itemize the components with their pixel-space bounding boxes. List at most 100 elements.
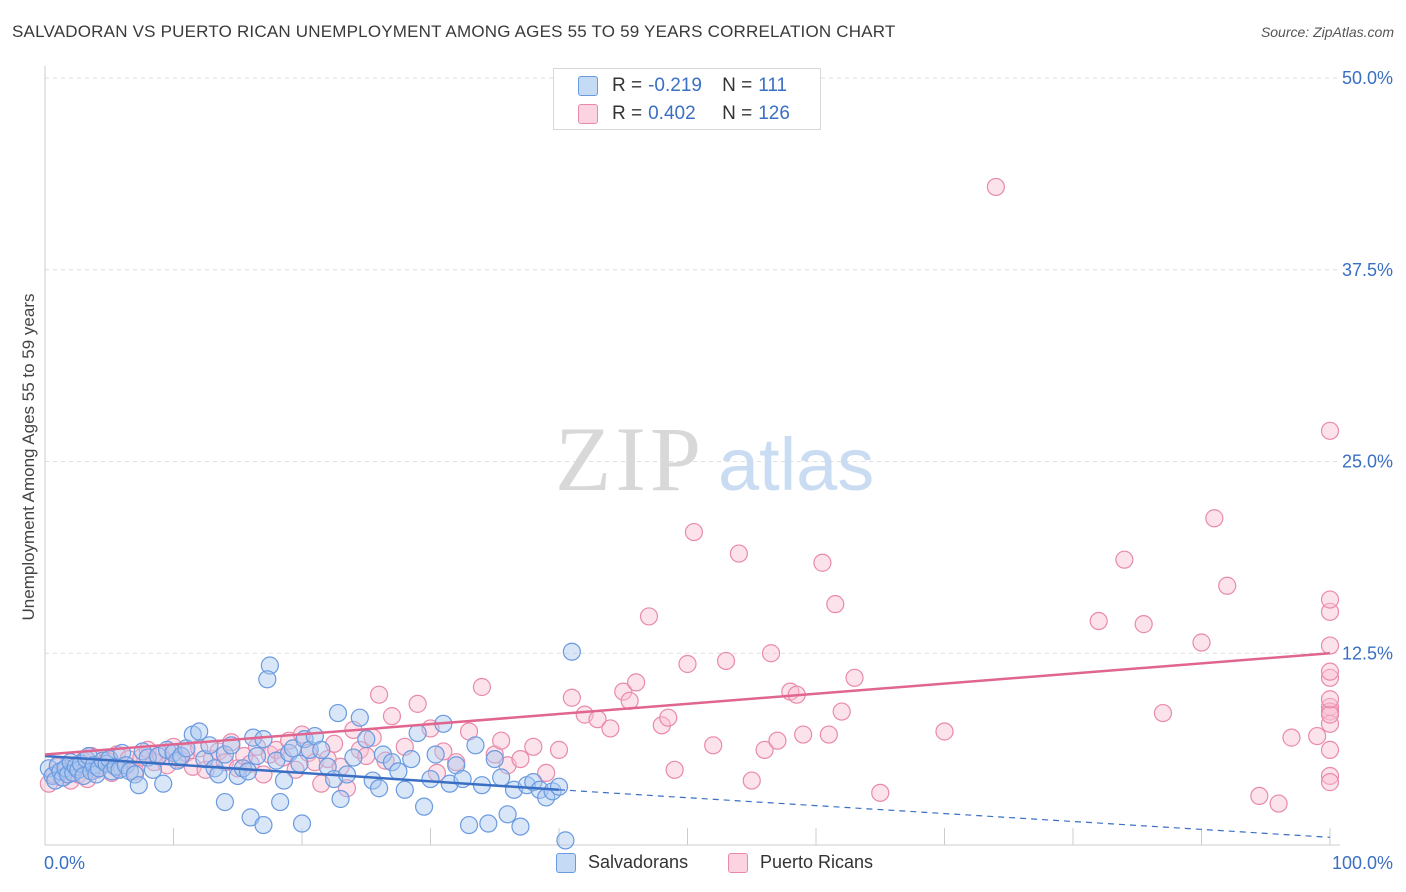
- trend-lines: [44, 652, 1331, 838]
- salvadorans-point-47: [215, 745, 234, 764]
- puerto-ricans-point-73: [549, 740, 569, 759]
- puerto-ricans-point-83: [659, 708, 678, 727]
- puerto-ricans-point-115: [1308, 726, 1327, 746]
- legend-swatch-blue: [578, 76, 598, 96]
- puerto-ricans-point-97: [813, 553, 832, 572]
- salvadorans-trend-extension: [558, 789, 1331, 838]
- puerto-ricans-point-125: [1320, 714, 1340, 733]
- puerto-ricans-point-89: [729, 544, 749, 563]
- salvadorans-point-109: [254, 815, 273, 835]
- puerto-ricans-point-108: [1153, 703, 1173, 723]
- puerto-ricans-point-122: [1320, 662, 1340, 681]
- puerto-ricans-point-60: [408, 694, 427, 713]
- puerto-ricans-point-129: [1320, 690, 1340, 709]
- salvadorans-point-54: [254, 730, 273, 749]
- salvadorans-point-35: [154, 774, 173, 793]
- puerto-ricans-point-72: [537, 763, 556, 783]
- salvadorans-point-107: [215, 792, 234, 812]
- salvadorans-points: [39, 642, 581, 850]
- puerto-ricans-point-120: [1320, 668, 1340, 687]
- y-tick-label-0: 12.5%: [1342, 643, 1393, 663]
- puerto-ricans-point-118: [1320, 590, 1340, 609]
- x-tick-label-1: 100.0%: [1332, 853, 1393, 873]
- salvadorans-point-105: [556, 831, 575, 850]
- salvadorans-point-46: [209, 765, 228, 784]
- salvadorans-point-66: [312, 740, 331, 759]
- puerto-ricans-point-85: [678, 654, 697, 674]
- puerto-ricans-point-127: [1320, 773, 1340, 792]
- puerto-ricans-point-84: [665, 760, 684, 779]
- salvadorans-point-78: [382, 753, 402, 772]
- axes: [44, 66, 1340, 846]
- salvadorans-point-91: [466, 736, 485, 755]
- salvadorans-point-30: [129, 776, 148, 795]
- puerto-ricans-point-87: [704, 736, 723, 755]
- puerto-ricans-point-103: [935, 722, 954, 741]
- salvadorans-point-51: [238, 762, 258, 781]
- salvadorans-point-55: [260, 656, 279, 675]
- puerto-ricans-point-113: [1269, 794, 1288, 813]
- salvadorans-point-90: [459, 815, 479, 835]
- legend-row-puerto-ricans: R = 0.402 N = 126: [578, 101, 790, 127]
- salvadorans-point-79: [389, 762, 408, 781]
- puerto-ricans-point-112: [1250, 786, 1269, 806]
- puerto-ricans-point-96: [794, 725, 813, 744]
- legend-n-value: 126: [758, 103, 790, 124]
- y-tick-label-1: 25.0%: [1342, 452, 1393, 472]
- puerto-ricans-point-100: [832, 702, 851, 721]
- salvadorans-point-53: [247, 746, 267, 766]
- puerto-ricans-point-92: [761, 644, 781, 663]
- salvadorans-point-74: [357, 730, 376, 749]
- puerto-ricans-point-126: [1320, 705, 1340, 724]
- puerto-ricans-point-86: [684, 522, 704, 542]
- puerto-ricans-point-78: [614, 682, 633, 701]
- series-legend: Salvadorans Puerto Ricans: [0, 852, 1406, 876]
- legend-n-value: 111: [758, 75, 788, 96]
- legend-n-label: N =: [722, 103, 753, 124]
- puerto-ricans-point-109: [1192, 633, 1211, 652]
- salvadorans-point-83: [414, 797, 434, 816]
- puerto-ricans-point-71: [524, 737, 543, 756]
- puerto-ricans-point-121: [1320, 421, 1340, 440]
- salvadorans-point-84: [421, 769, 440, 789]
- legend-swatch-pink: [728, 852, 748, 873]
- salvadorans-point-110: [292, 814, 312, 833]
- legend-label-salvadorans: Salvadorans: [588, 852, 689, 872]
- salvadorans-trend-line: [44, 754, 560, 792]
- puerto-ricans-point-101: [845, 668, 864, 687]
- salvadorans-point-28: [120, 762, 139, 781]
- source-credit: Source: ZipAtlas.com: [1260, 24, 1394, 40]
- salvadorans-point-104: [549, 777, 569, 796]
- salvadorans-point-73: [350, 708, 369, 727]
- legend-row-salvadorans: R = -0.219 N = 111: [578, 73, 787, 99]
- salvadorans-point-29: [125, 765, 145, 784]
- puerto-ricans-point-110: [1205, 509, 1224, 528]
- puerto-ricans-trend-line: [44, 652, 1331, 756]
- puerto-ricans-point-114: [1282, 728, 1301, 747]
- legend-r-value: -0.219: [648, 75, 702, 96]
- salvadorans-point-93: [479, 814, 498, 833]
- salvadorans-point-96: [498, 805, 517, 824]
- puerto-ricans-point-128: [1320, 740, 1340, 759]
- salvadorans-point-76: [370, 779, 389, 798]
- tick-labels: 12.5% 25.0% 37.5% 50.0% 0.0% 100.0%: [44, 68, 1393, 873]
- legend-r-label: R =: [612, 75, 643, 96]
- puerto-ricans-point-98: [819, 725, 838, 744]
- puerto-ricans-point-116: [1320, 636, 1340, 655]
- salvadorans-point-33: [143, 760, 163, 779]
- salvadorans-point-94: [485, 749, 504, 769]
- salvadorans-point-98: [511, 817, 530, 836]
- puerto-ricans-point-70: [511, 749, 530, 769]
- puerto-ricans-point-90: [742, 771, 761, 790]
- salvadorans-point-106: [562, 642, 581, 661]
- legend-n-label: N =: [722, 75, 753, 96]
- legend-r-value: 0.402: [648, 103, 696, 124]
- legend-swatch-pink: [578, 104, 598, 124]
- salvadorans-point-42: [190, 722, 209, 741]
- puerto-ricans-point-56: [370, 685, 389, 704]
- puerto-ricans-point-91: [755, 740, 774, 759]
- salvadorans-point-44: [200, 736, 219, 755]
- salvadorans-point-103: [543, 782, 562, 801]
- salvadorans-point-56: [258, 670, 277, 689]
